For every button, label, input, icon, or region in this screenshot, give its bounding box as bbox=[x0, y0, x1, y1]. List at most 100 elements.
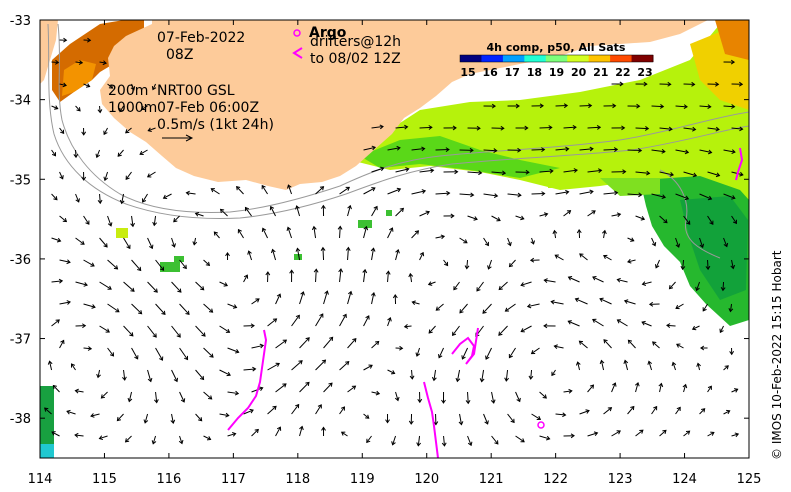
current-arrow-head bbox=[648, 301, 654, 307]
current-arrow bbox=[123, 237, 131, 249]
current-arrow-head bbox=[170, 419, 176, 424]
current-arrow-head bbox=[90, 262, 95, 267]
current-arrow bbox=[672, 362, 677, 371]
current-arrow bbox=[699, 149, 712, 154]
current-arrow-head bbox=[137, 266, 142, 272]
current-arrow-head bbox=[469, 147, 474, 153]
current-arrow bbox=[459, 303, 468, 314]
current-arrow bbox=[251, 344, 264, 349]
current-arrow bbox=[392, 435, 397, 445]
current-arrow-head bbox=[182, 264, 187, 270]
colorbar-swatch bbox=[567, 55, 575, 62]
current-arrow-head bbox=[78, 60, 84, 65]
current-arrow bbox=[467, 215, 478, 220]
x-tick-label: 120 bbox=[414, 472, 439, 487]
current-arrow-head bbox=[51, 431, 56, 436]
current-arrow-head bbox=[351, 385, 357, 390]
current-arrow bbox=[554, 345, 564, 349]
current-arrow-head bbox=[465, 399, 471, 405]
current-arrow bbox=[147, 237, 153, 249]
current-arrow bbox=[587, 432, 598, 437]
current-arrow-head bbox=[74, 388, 79, 394]
depth-1000-label: 1000m bbox=[108, 100, 157, 116]
current-arrow bbox=[193, 237, 197, 245]
current-arrow-head bbox=[455, 377, 461, 383]
current-arrow-head bbox=[454, 169, 459, 175]
current-arrow-head bbox=[379, 124, 384, 130]
current-arrow-head bbox=[226, 371, 231, 377]
current-arrow-head bbox=[161, 310, 166, 316]
current-arrow bbox=[155, 259, 164, 271]
current-arrow bbox=[409, 273, 413, 283]
current-arrow-head bbox=[429, 168, 435, 173]
colorbar-tick-label: 16 bbox=[482, 66, 498, 79]
current-arrow-head bbox=[444, 261, 449, 267]
current-arrow bbox=[99, 435, 108, 440]
current-arrow-head bbox=[81, 131, 87, 136]
current-arrow bbox=[723, 193, 735, 199]
current-arrow bbox=[624, 360, 629, 371]
current-arrow-head bbox=[152, 221, 158, 227]
current-arrow-head bbox=[159, 356, 164, 361]
current-arrow bbox=[97, 369, 101, 378]
current-time-label: 07-Feb 06:00Z bbox=[157, 100, 259, 116]
drifter-tracks bbox=[227, 147, 744, 458]
current-arrow-head bbox=[408, 420, 414, 425]
current-arrow-head bbox=[517, 192, 522, 198]
current-arrow-head bbox=[171, 243, 176, 248]
current-arrow bbox=[577, 361, 581, 371]
current-arrow bbox=[483, 149, 497, 152]
current-arrow-head bbox=[438, 354, 443, 359]
current-arrow-head bbox=[140, 105, 146, 111]
current-arrow bbox=[476, 281, 484, 292]
current-arrow bbox=[99, 237, 108, 248]
current-arrow bbox=[287, 184, 293, 195]
current-arrow-head bbox=[396, 187, 402, 193]
current-arrow-head bbox=[162, 194, 168, 200]
current-arrow-head bbox=[319, 186, 325, 191]
colorbar-tick-label: 18 bbox=[527, 66, 542, 79]
colorbar-tick-label: 15 bbox=[460, 66, 475, 79]
current-arrow bbox=[555, 413, 566, 416]
current-arrow bbox=[299, 291, 304, 305]
current-arrow bbox=[83, 259, 95, 267]
current-arrow bbox=[428, 281, 436, 285]
current-arrow-head bbox=[507, 241, 512, 247]
current-arrow bbox=[291, 360, 303, 371]
current-arrow bbox=[195, 281, 205, 291]
current-arrow bbox=[579, 190, 594, 195]
current-arrow-head bbox=[563, 103, 569, 109]
current-arrow bbox=[483, 413, 489, 425]
current-arrow bbox=[729, 303, 733, 312]
current-arrow bbox=[179, 259, 187, 269]
current-arrow-head bbox=[368, 364, 373, 369]
current-arrow bbox=[179, 435, 183, 444]
current-arrow-head bbox=[102, 60, 107, 66]
current-arrow-head bbox=[243, 274, 249, 279]
current-arrow bbox=[262, 228, 268, 239]
x-tick-label: 114 bbox=[28, 472, 53, 487]
current-arrow bbox=[419, 126, 432, 129]
current-arrow-head bbox=[134, 355, 139, 360]
current-arrow-head bbox=[130, 86, 136, 91]
current-arrow-head bbox=[685, 430, 691, 435]
current-arrow-head bbox=[682, 383, 688, 389]
current-arrow-head bbox=[634, 381, 640, 387]
current-arrow bbox=[315, 269, 317, 283]
current-arrow-head bbox=[261, 184, 266, 190]
current-arrow bbox=[428, 325, 436, 334]
current-arrow bbox=[702, 303, 708, 312]
current-arrow-head bbox=[463, 239, 468, 244]
current-arrow-head bbox=[565, 146, 570, 152]
current-arrow bbox=[104, 171, 109, 181]
colorbar-tick-label: 21 bbox=[593, 66, 608, 79]
current-arrow bbox=[227, 347, 239, 353]
x-axis: 114 115 116 117 118 119 120 121 122 123 124 125 bbox=[28, 20, 761, 487]
current-arrow bbox=[163, 193, 172, 199]
current-arrow bbox=[315, 359, 326, 371]
current-arrow-head bbox=[529, 257, 535, 263]
current-arrow bbox=[531, 192, 545, 195]
current-arrow-head bbox=[305, 337, 310, 342]
current-arrow bbox=[313, 226, 317, 239]
colorbar-tick-label: 23 bbox=[637, 66, 652, 79]
